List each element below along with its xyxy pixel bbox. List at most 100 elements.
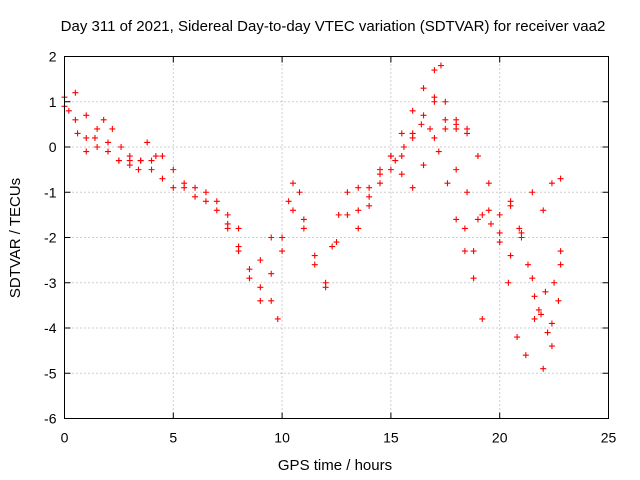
series-arc-1	[61, 89, 281, 322]
series-arc-6	[355, 121, 460, 214]
data-point	[285, 198, 292, 205]
data-point	[94, 144, 101, 150]
data-point	[507, 252, 514, 259]
data-point	[100, 116, 107, 123]
data-point	[355, 225, 362, 232]
data-point	[524, 261, 531, 268]
x-tick-label: 10	[274, 430, 290, 446]
data-point	[355, 207, 362, 214]
data-point	[496, 229, 503, 236]
data-point	[557, 248, 564, 255]
data-point	[170, 184, 177, 191]
y-tick-label: -2	[44, 230, 57, 246]
data-point	[442, 125, 449, 132]
data-point	[115, 157, 122, 164]
data-point	[105, 148, 112, 155]
data-point	[444, 180, 451, 187]
data-point	[431, 67, 438, 74]
data-point	[192, 193, 199, 200]
data-point	[461, 225, 468, 232]
data-point	[464, 189, 471, 196]
data-point	[555, 297, 562, 304]
y-axis-label: SDTVAR / TECUs	[7, 178, 24, 298]
data-point	[246, 275, 253, 282]
data-point	[257, 284, 264, 291]
data-point	[181, 180, 188, 187]
data-point	[474, 216, 481, 223]
y-tick-label: -4	[44, 320, 57, 336]
data-point	[400, 144, 407, 150]
data-point	[279, 234, 286, 241]
data-point	[329, 243, 336, 250]
data-point	[485, 207, 492, 214]
data-point	[453, 216, 460, 223]
x-tick-label: 0	[61, 430, 69, 446]
y-tick-label: 2	[49, 49, 57, 65]
x-tick-label: 20	[492, 430, 508, 446]
x-tick-label: 15	[383, 430, 399, 446]
data-point	[235, 248, 242, 255]
data-point	[487, 220, 494, 227]
data-point	[65, 107, 72, 114]
data-point	[333, 239, 340, 246]
data-point	[548, 343, 555, 350]
data-point	[257, 297, 264, 304]
data-point	[296, 189, 303, 196]
data-point	[83, 112, 90, 119]
data-point	[224, 225, 231, 232]
data-point	[427, 125, 434, 132]
y-tick-label: -5	[44, 365, 57, 381]
plot-frame	[64, 56, 609, 419]
data-point	[335, 211, 342, 218]
data-point	[442, 116, 449, 123]
data-point	[355, 184, 362, 191]
data-point	[91, 134, 98, 141]
data-point	[135, 166, 142, 173]
data-point	[420, 112, 427, 119]
data-point	[518, 234, 525, 241]
data-point	[420, 85, 427, 92]
data-point	[398, 171, 405, 178]
data-point	[544, 329, 551, 336]
data-point	[202, 198, 209, 205]
data-point	[496, 239, 503, 246]
data-point	[470, 248, 477, 255]
data-point	[420, 162, 427, 169]
data-point	[300, 216, 307, 223]
data-point	[94, 125, 101, 132]
data-point	[398, 153, 405, 160]
data-point	[535, 306, 542, 313]
data-point	[529, 275, 536, 282]
grid-lines	[64, 56, 609, 419]
data-point	[159, 175, 166, 182]
data-point	[522, 352, 529, 359]
series-arc-3	[65, 107, 159, 173]
data-point	[311, 261, 318, 268]
data-point	[531, 315, 538, 322]
data-point	[74, 130, 81, 137]
data-point	[246, 266, 253, 273]
data-point	[551, 279, 558, 286]
data-point	[300, 225, 307, 232]
data-point	[148, 166, 155, 173]
y-tick-label: 0	[49, 139, 57, 155]
data-point	[366, 193, 373, 200]
data-point	[344, 211, 351, 218]
data-point	[387, 166, 394, 173]
data-point	[548, 180, 555, 187]
series-arc-2	[61, 103, 242, 232]
series-arc-7	[392, 121, 486, 322]
data-point	[435, 148, 442, 155]
data-point	[529, 189, 536, 196]
data-point	[431, 98, 438, 105]
data-point	[105, 139, 112, 146]
data-point	[409, 134, 416, 141]
data-point	[83, 134, 90, 141]
data-point	[224, 211, 231, 218]
data-point	[377, 180, 384, 187]
data-point	[409, 107, 416, 114]
y-tick-label: -3	[44, 275, 57, 291]
chart-title: Day 311 of 2021, Sidereal Day-to-day VTE…	[61, 18, 606, 35]
data-point	[213, 207, 220, 214]
data-point	[548, 320, 555, 327]
